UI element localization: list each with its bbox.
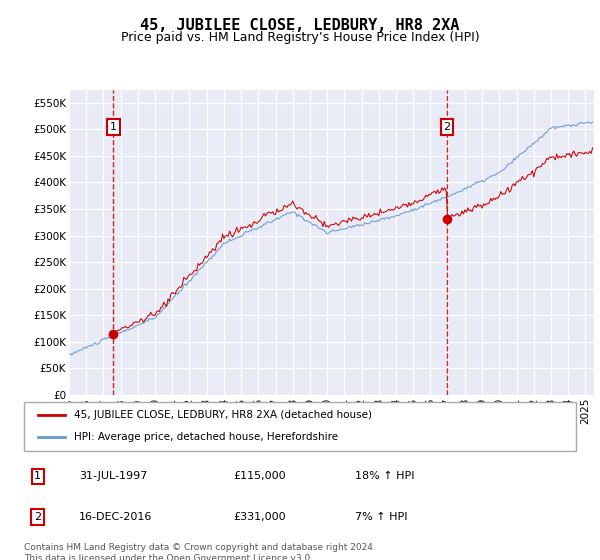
FancyBboxPatch shape (24, 402, 576, 451)
Text: 2: 2 (443, 122, 451, 132)
Text: 16-DEC-2016: 16-DEC-2016 (79, 512, 152, 522)
Text: 45, JUBILEE CLOSE, LEDBURY, HR8 2XA: 45, JUBILEE CLOSE, LEDBURY, HR8 2XA (140, 18, 460, 33)
Text: 1: 1 (34, 472, 41, 482)
Text: HPI: Average price, detached house, Herefordshire: HPI: Average price, detached house, Here… (74, 432, 338, 442)
Text: £115,000: £115,000 (234, 472, 286, 482)
Text: 7% ↑ HPI: 7% ↑ HPI (355, 512, 408, 522)
Text: Contains HM Land Registry data © Crown copyright and database right 2024.
This d: Contains HM Land Registry data © Crown c… (24, 543, 376, 560)
Text: 31-JUL-1997: 31-JUL-1997 (79, 472, 148, 482)
Text: Price paid vs. HM Land Registry’s House Price Index (HPI): Price paid vs. HM Land Registry’s House … (121, 31, 479, 44)
Text: 2: 2 (34, 512, 41, 522)
Text: 1: 1 (110, 122, 117, 132)
Text: £331,000: £331,000 (234, 512, 286, 522)
Text: 45, JUBILEE CLOSE, LEDBURY, HR8 2XA (detached house): 45, JUBILEE CLOSE, LEDBURY, HR8 2XA (det… (74, 410, 371, 420)
Text: 18% ↑ HPI: 18% ↑ HPI (355, 472, 415, 482)
